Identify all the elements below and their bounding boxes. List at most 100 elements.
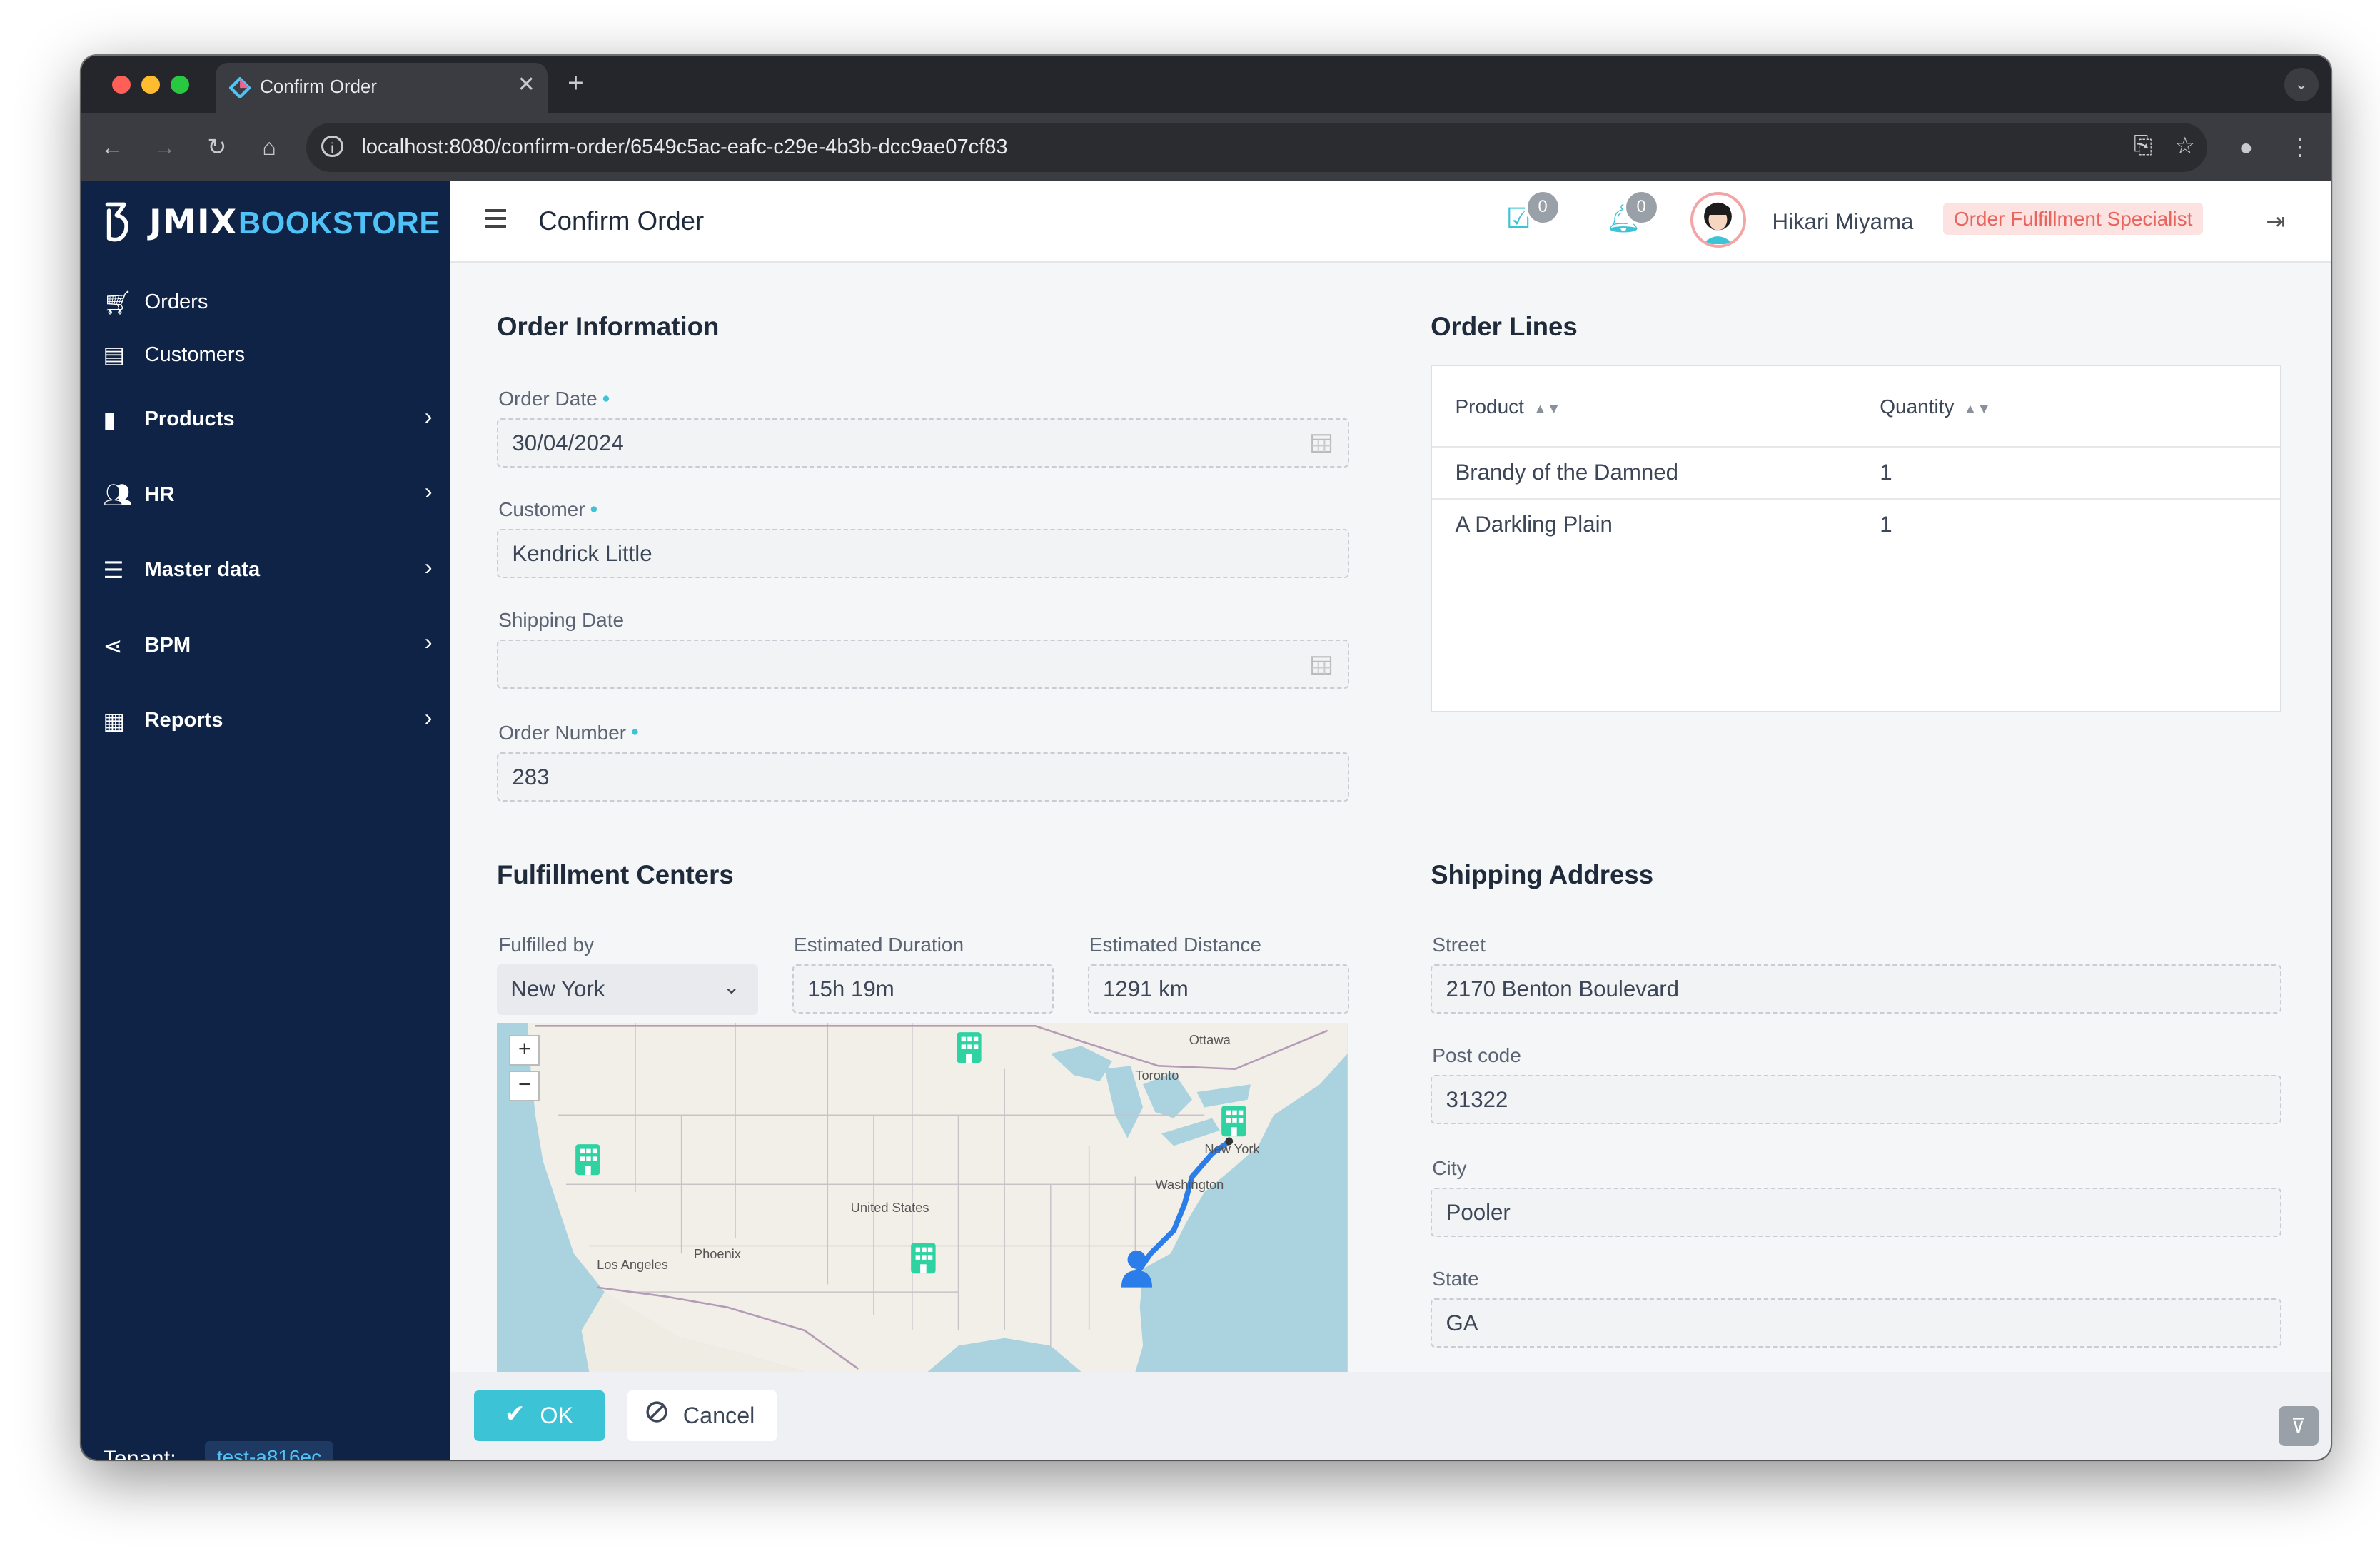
browser-menu-icon[interactable]: ⋮ bbox=[2288, 134, 2311, 160]
lake bbox=[1161, 1118, 1220, 1146]
bookmark-star-icon[interactable]: ☆ bbox=[2174, 133, 2196, 159]
street-field[interactable]: 2170 Benton Boulevard bbox=[1431, 964, 2281, 1014]
fulfilled-by-select[interactable]: New York ⌄ bbox=[497, 964, 759, 1016]
new-york-point bbox=[1225, 1137, 1234, 1146]
zoom-in-button[interactable]: + bbox=[509, 1035, 540, 1066]
jmix-favicon-icon bbox=[229, 76, 251, 98]
customer-location-marker bbox=[1121, 1250, 1153, 1288]
minimize-window-button[interactable] bbox=[141, 75, 161, 94]
sidebar-item-orders[interactable]: 🛒︎ Orders bbox=[103, 283, 432, 323]
dev-tools-icon[interactable]: ⊽ bbox=[2278, 1405, 2319, 1446]
zoom-out-button[interactable]: − bbox=[509, 1070, 540, 1101]
sidebar-item-label: HR bbox=[144, 483, 175, 506]
lake bbox=[1196, 1084, 1251, 1108]
city-value: Pooler bbox=[1446, 1199, 1511, 1225]
state-value: GA bbox=[1446, 1310, 1478, 1335]
fulfillment-map[interactable]: Ottawa Toronto New York Washington Unite… bbox=[497, 1023, 1348, 1373]
fulfillment-center-pin-icon[interactable] bbox=[574, 1143, 602, 1176]
street-label: Street bbox=[1432, 934, 1486, 956]
map-label-phoenix: Phoenix bbox=[693, 1246, 741, 1261]
lake bbox=[1143, 1072, 1193, 1118]
tenant-label: Tenant: bbox=[103, 1445, 176, 1460]
land-mexico bbox=[581, 1292, 805, 1373]
city-field[interactable]: Pooler bbox=[1431, 1187, 2281, 1237]
new-tab-icon[interactable]: + bbox=[568, 67, 584, 98]
estimated-duration-field[interactable]: 15h 19m bbox=[792, 964, 1054, 1014]
estimated-distance-value: 1291 km bbox=[1102, 976, 1189, 1002]
reload-icon[interactable]: ↻ bbox=[207, 134, 227, 160]
estimated-distance-label: Estimated Distance bbox=[1089, 934, 1261, 956]
order-number-label: Order Number ● bbox=[498, 721, 640, 744]
delivery-route bbox=[1134, 1140, 1231, 1277]
sidebar-item-customers[interactable]: ▤ Customers bbox=[103, 335, 432, 375]
sidebar-item-master-data[interactable]: ☰ Master data › bbox=[103, 550, 432, 590]
map-label-new-york: New York bbox=[1204, 1141, 1260, 1156]
tab-title: Confirm Order bbox=[260, 76, 377, 97]
fulfillment-centers-title: Fulfillment Centers bbox=[497, 859, 734, 889]
home-icon[interactable]: ⌂ bbox=[262, 134, 276, 160]
estimated-distance-field[interactable]: 1291 km bbox=[1087, 964, 1349, 1014]
sidebar: JMIX BOOKSTORE 🛒︎ Orders ▤ Customers ▮ P… bbox=[81, 181, 451, 1460]
sidebar-item-hr[interactable]: 👥︎ HR › bbox=[103, 475, 432, 515]
street-value: 2170 Benton Boulevard bbox=[1446, 976, 1679, 1002]
check-icon: ✔ bbox=[504, 1400, 525, 1428]
menu-toggle-icon[interactable] bbox=[484, 209, 506, 228]
state-field[interactable]: GA bbox=[1431, 1298, 2281, 1348]
calendar-icon[interactable] bbox=[1311, 432, 1332, 453]
fulfilled-by-label: Fulfilled by bbox=[498, 934, 595, 956]
column-header-quantity[interactable]: Quantity ▲▼ bbox=[1880, 395, 1991, 418]
customer-field[interactable]: Kendrick Little bbox=[497, 529, 1349, 579]
sort-icon[interactable]: ▲▼ bbox=[1533, 400, 1561, 417]
sidebar-item-label: Master data bbox=[144, 558, 261, 582]
sidebar-item-label: Reports bbox=[144, 709, 223, 732]
ok-button-label: OK bbox=[540, 1403, 574, 1429]
chevron-right-icon: › bbox=[424, 403, 433, 429]
close-tab-icon[interactable]: ✕ bbox=[517, 73, 535, 97]
mexico-border bbox=[596, 1286, 859, 1370]
profile-icon[interactable]: ● bbox=[2239, 134, 2254, 160]
sidebar-item-label: Orders bbox=[144, 290, 208, 314]
map-label-los-angeles: Los Angeles bbox=[597, 1256, 668, 1272]
address-bar[interactable]: i localhost:8080/confirm-order/6549c5ac-… bbox=[306, 123, 2208, 173]
sidebar-item-reports[interactable]: ▦ Reports › bbox=[103, 702, 432, 742]
sort-icon[interactable]: ▲▼ bbox=[1963, 400, 1991, 417]
browser-toolbar: ← → ↻ ⌂ i localhost:8080/confirm-order/6… bbox=[81, 113, 2331, 182]
logout-icon[interactable]: ⇥ bbox=[2266, 208, 2286, 234]
back-arrow-icon[interactable]: ← bbox=[101, 134, 124, 160]
site-info-icon[interactable]: i bbox=[321, 135, 343, 157]
post-code-field[interactable]: 31322 bbox=[1431, 1075, 2281, 1125]
user-name[interactable]: Hikari Miyama bbox=[1772, 209, 1914, 235]
sidebar-item-products[interactable]: ▮ Products › bbox=[103, 400, 432, 440]
sidebar-item-label: BPM bbox=[144, 633, 191, 657]
map-label-washington: Washington bbox=[1155, 1176, 1224, 1192]
order-number-field[interactable]: 283 bbox=[497, 752, 1349, 802]
maximize-window-button[interactable] bbox=[171, 75, 190, 94]
url-text[interactable]: localhost:8080/confirm-order/6549c5ac-ea… bbox=[361, 135, 1008, 158]
order-date-field[interactable]: 30/04/2024 bbox=[497, 418, 1349, 468]
forward-arrow-icon[interactable]: → bbox=[153, 134, 176, 160]
fulfillment-center-pin-icon[interactable] bbox=[909, 1241, 937, 1275]
gulf-of-mexico bbox=[927, 1338, 1081, 1373]
ok-button[interactable]: ✔ OK bbox=[473, 1390, 605, 1442]
calendar-icon[interactable] bbox=[1311, 654, 1332, 675]
browser-tab[interactable]: Confirm Order ✕ bbox=[215, 63, 548, 114]
fulfillment-center-pin-icon[interactable] bbox=[1220, 1104, 1248, 1138]
close-window-button[interactable] bbox=[112, 75, 131, 94]
sidebar-item-bpm[interactable]: ⋖ BPM › bbox=[103, 626, 432, 666]
city-label: City bbox=[1432, 1156, 1467, 1179]
post-code-value: 31322 bbox=[1446, 1087, 1508, 1113]
brand-word-bookstore: BOOKSTORE bbox=[238, 206, 440, 241]
customer-label: Customer ● bbox=[498, 498, 598, 521]
tab-search-chevron-icon[interactable]: ⌄ bbox=[2284, 67, 2319, 102]
map-label-ottawa: Ottawa bbox=[1189, 1031, 1231, 1047]
install-app-icon[interactable]: ⎘ bbox=[2133, 132, 2152, 158]
fulfilled-by-value: New York bbox=[510, 976, 605, 1002]
chevron-down-icon[interactable]: ⌄ bbox=[723, 976, 740, 999]
cancel-button[interactable]: Cancel bbox=[627, 1390, 777, 1442]
column-header-product[interactable]: Product ▲▼ bbox=[1455, 395, 1561, 418]
fulfillment-center-pin-icon[interactable] bbox=[955, 1031, 983, 1064]
user-avatar[interactable] bbox=[1690, 192, 1746, 248]
shipping-date-field[interactable] bbox=[497, 640, 1349, 689]
app-area: JMIX BOOKSTORE 🛒︎ Orders ▤ Customers ▮ P… bbox=[81, 181, 2331, 1460]
map-label-toronto: Toronto bbox=[1135, 1067, 1179, 1083]
